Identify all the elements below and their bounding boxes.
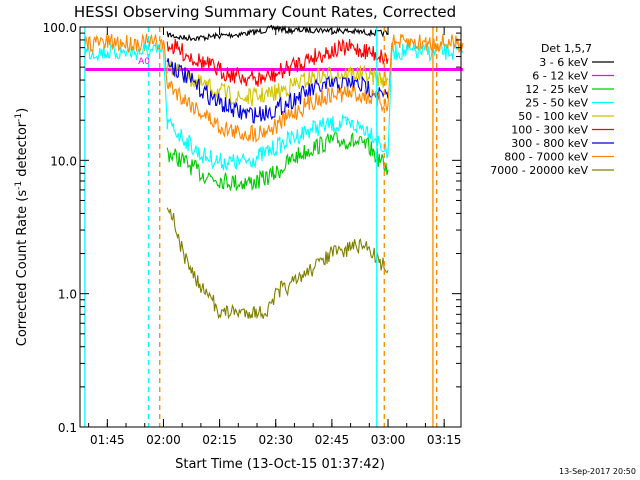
y-axis-label-main: Corrected Count Rate (s bbox=[15, 190, 30, 347]
x-tick-label-03-00: 03:00 bbox=[371, 433, 406, 447]
series-line-50-100-kev bbox=[166, 59, 389, 107]
x-tick-label-02-45: 02:45 bbox=[315, 433, 350, 447]
legend-label-800-7000-kev: 800 - 7000 keV bbox=[504, 151, 588, 164]
plot-frame bbox=[79, 26, 462, 428]
legend-label-7000-20000-kev: 7000 - 20000 keV bbox=[490, 164, 588, 177]
y-axis-label-end: ) bbox=[15, 108, 30, 113]
legend-label-50-100-kev: 50 - 100 keV bbox=[518, 110, 588, 123]
y-axis-label-mid: detector bbox=[15, 121, 30, 181]
series-line-100-300-kev bbox=[166, 38, 389, 87]
series-line-800-7000-kev bbox=[84, 33, 464, 143]
y-axis-label-sup1: -1 bbox=[14, 181, 24, 190]
x-axis-label: Start Time (13-Oct-15 01:37:42) bbox=[175, 457, 385, 472]
x-tick-label-02-00: 02:00 bbox=[146, 433, 181, 447]
legend-title: Det 1,5,7 bbox=[541, 42, 592, 55]
legend-label-12-25-kev: 12 - 25 keV bbox=[525, 83, 588, 96]
series-line-25-50-kev bbox=[84, 41, 464, 171]
x-tick-label-03-15: 03:15 bbox=[427, 433, 462, 447]
markers-layer: A0 N bbox=[84, 27, 438, 427]
y-tick-label-1-0: 1.0 bbox=[58, 288, 77, 302]
data-layer bbox=[84, 24, 464, 320]
series-line-12-25-kev bbox=[166, 131, 389, 192]
y-tick-label-0-1: 0.1 bbox=[58, 421, 77, 435]
series-line-7000-20000-kev bbox=[166, 207, 389, 320]
y-tick-label-100-0: 100.0 bbox=[43, 21, 77, 35]
x-tick-label-01-45: 01:45 bbox=[90, 433, 125, 447]
footer-date: 13-Sep-2017 20:50 bbox=[559, 467, 636, 476]
annotation-a0: A0 bbox=[138, 57, 150, 67]
y-tick-label-10-0: 10.0 bbox=[50, 154, 77, 168]
series-line-300-800-kev bbox=[166, 58, 389, 124]
legend-label-3-6-kev: 3 - 6 keV bbox=[539, 56, 588, 69]
annotation-n: N bbox=[143, 42, 150, 52]
axes-layer: 01:45 02:00 02:15 02:30 02:45 03:00 03:15 0.1 1.… bbox=[43, 21, 462, 447]
legend-label-300-800-kev: 300 - 800 keV bbox=[511, 137, 588, 150]
y-axis-label: Corrected Count Rate (s-1 detector-1) bbox=[14, 108, 30, 346]
legend-label-25-50-kev: 25 - 50 keV bbox=[525, 97, 588, 110]
chart-title: HESSI Observing Summary Count Rates, Cor… bbox=[74, 3, 456, 21]
x-tick-label-02-15: 02:15 bbox=[202, 433, 237, 447]
y-axis-label-sup2: -1 bbox=[14, 113, 24, 122]
legend-label-6-12-kev: 6 - 12 keV bbox=[532, 70, 588, 83]
x-tick-label-02-30: 02:30 bbox=[258, 433, 293, 447]
legend-label-100-300-kev: 100 - 300 keV bbox=[511, 124, 588, 137]
